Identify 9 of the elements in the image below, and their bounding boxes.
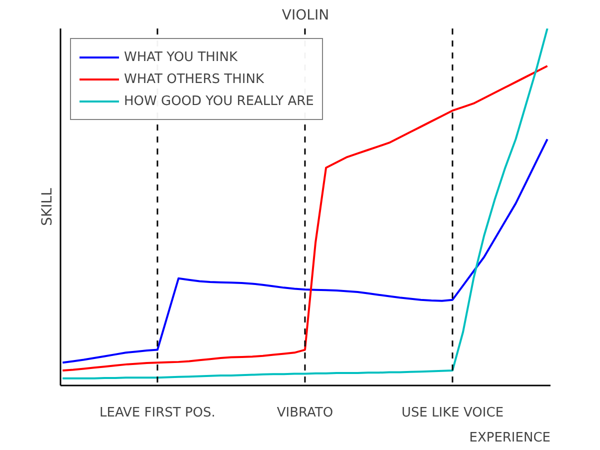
legend-label: WHAT OTHERS THINK: [124, 72, 264, 86]
legend-label: WHAT YOU THINK: [124, 50, 238, 64]
y-axis-title: SKILL: [40, 188, 56, 226]
x-tick-label: VIBRATO: [276, 406, 334, 420]
x-tick-label: USE LIKE VOICE: [401, 406, 504, 420]
legend-label: HOW GOOD YOU REALLY ARE: [124, 94, 314, 108]
x-tick-label: LEAVE FIRST POS.: [100, 406, 216, 420]
x-axis-title: EXPERIENCE: [469, 430, 551, 446]
chart-title: VIOLIN: [282, 8, 330, 24]
